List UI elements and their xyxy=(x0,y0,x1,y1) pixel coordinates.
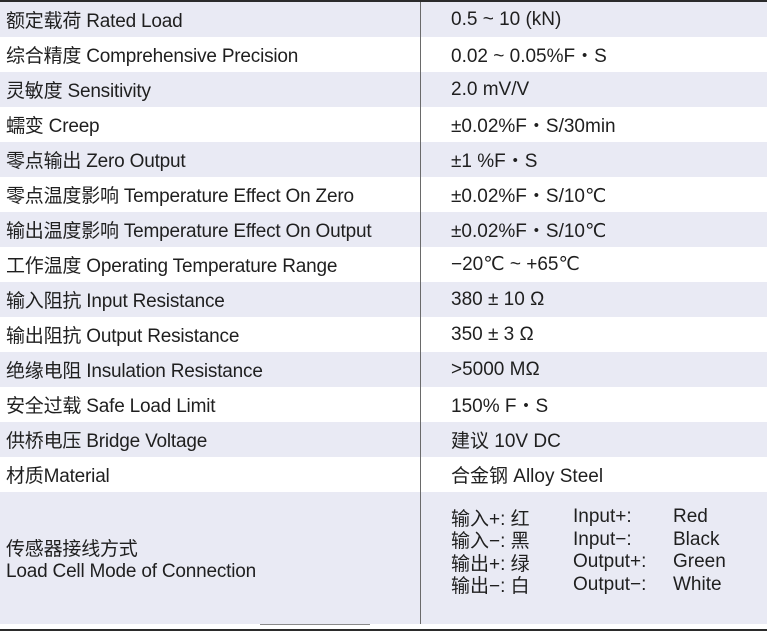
spec-row-input-resistance: 输入阻抗 Input Resistance 380 ± 10 Ω xyxy=(0,282,767,317)
spec-value: ±0.02%F・S/10℃ xyxy=(451,221,607,242)
spec-name: 零点温度影响 Temperature Effect On Zero xyxy=(0,177,421,212)
spec-name: 蠕变 Creep xyxy=(0,107,421,142)
wire-color: Red xyxy=(673,506,708,528)
wire-cn: 输入+: 红 xyxy=(451,508,530,530)
connection-name: 传感器接线方式 Load Cell Mode of Connection xyxy=(0,492,421,624)
spec-value: ±0.02%F・S/10℃ xyxy=(451,186,607,207)
spec-value: >5000 MΩ xyxy=(451,358,540,380)
wire-en: Input+: xyxy=(573,506,632,528)
wire-cn: 输出+: 绿 xyxy=(451,553,530,575)
spec-value: 380 ± 10 Ω xyxy=(451,288,545,310)
spec-name: 工作温度 Operating Temperature Range xyxy=(0,247,421,282)
spec-row-rated-load: 额定载荷 Rated Load 0.5 ~ 10 (kN) xyxy=(0,2,767,37)
wire-color: White xyxy=(673,573,722,595)
wire-en: Output−: xyxy=(573,573,647,595)
spec-row-operating-temp: 工作温度 Operating Temperature Range −20℃ ~ … xyxy=(0,247,767,282)
spec-value: −20℃ ~ +65℃ xyxy=(451,254,580,275)
table-bottom-border xyxy=(0,629,767,631)
spec-name: 额定载荷 Rated Load xyxy=(0,2,421,37)
wire-cn: 输出−: 白 xyxy=(451,576,530,598)
spec-value: ±1 %F・S xyxy=(451,151,538,172)
spec-value: 2.0 mV/V xyxy=(451,78,530,100)
wire-en: Input−: xyxy=(573,528,632,550)
wiring-list: 输入+: 红 Input+: Red 输入−: 黑 Input−: Black … xyxy=(421,492,767,624)
spec-row-connection: 传感器接线方式 Load Cell Mode of Connection 输入+… xyxy=(0,492,767,624)
spec-row-safe-load-limit: 安全过载 Safe Load Limit 150% F・S xyxy=(0,387,767,422)
spec-name: 综合精度 Comprehensive Precision xyxy=(0,37,421,72)
spec-row-material: 材质Material 合金钢 Alloy Steel xyxy=(0,457,767,492)
spec-row-sensitivity: 灵敏度 Sensitivity 2.0 mV/V xyxy=(0,72,767,107)
wire-color: Black xyxy=(673,528,720,550)
wire-cn: 输入−: 黑 xyxy=(451,531,530,553)
spec-row-temp-effect-output: 输出温度影响 Temperature Effect On Output ±0.0… xyxy=(0,212,767,247)
spec-row-creep: 蠕变 Creep ±0.02%F・S/30min xyxy=(0,107,767,142)
spec-row-bridge-voltage: 供桥电压 Bridge Voltage 建议 10V DC xyxy=(0,422,767,457)
spec-value: 建议 10V DC xyxy=(451,431,561,452)
spec-name: 输入阻抗 Input Resistance xyxy=(0,282,421,317)
spec-row-output-resistance: 输出阻抗 Output Resistance 350 ± 3 Ω xyxy=(0,317,767,352)
footer-rule-short xyxy=(260,624,370,625)
spec-value: 合金钢 Alloy Steel xyxy=(451,466,604,487)
spec-value: ±0.02%F・S/30min xyxy=(451,116,616,137)
spec-name: 输出阻抗 Output Resistance xyxy=(0,317,421,352)
spec-name: 输出温度影响 Temperature Effect On Output xyxy=(0,212,421,247)
spec-name: 绝缘电阻 Insulation Resistance xyxy=(0,352,421,387)
wire-input-plus: 输入+: 红 Input+: Red xyxy=(451,506,767,530)
spec-row-insulation-resistance: 绝缘电阻 Insulation Resistance >5000 MΩ xyxy=(0,352,767,387)
spec-value: 0.02 ~ 0.05%F・S xyxy=(451,46,607,67)
spec-name: 灵敏度 Sensitivity xyxy=(0,72,421,107)
wire-color: Green xyxy=(673,551,726,573)
spec-row-precision: 综合精度 Comprehensive Precision 0.02 ~ 0.05… xyxy=(0,37,767,72)
spec-name: 安全过载 Safe Load Limit xyxy=(0,387,421,422)
connection-name-en: Load Cell Mode of Connection xyxy=(6,561,257,582)
wire-input-minus: 输入−: 黑 Input−: Black xyxy=(451,528,767,553)
spec-value: 350 ± 3 Ω xyxy=(451,323,534,345)
spec-name: 零点输出 Zero Output xyxy=(0,142,421,177)
connection-name-cn: 传感器接线方式 xyxy=(6,539,138,560)
spec-row-zero-output: 零点输出 Zero Output ±1 %F・S xyxy=(0,142,767,177)
spec-value: 0.5 ~ 10 (kN) xyxy=(451,8,562,30)
spec-row-temp-effect-zero: 零点温度影响 Temperature Effect On Zero ±0.02%… xyxy=(0,177,767,212)
spec-value: 150% F・S xyxy=(451,396,549,417)
wire-output-minus: 输出−: 白 Output−: White xyxy=(451,573,767,598)
wire-output-plus: 输出+: 绿 Output+: Green xyxy=(451,551,767,575)
spec-name: 供桥电压 Bridge Voltage xyxy=(0,422,421,457)
wire-en: Output+: xyxy=(573,551,647,573)
spec-name: 材质Material xyxy=(0,457,421,492)
